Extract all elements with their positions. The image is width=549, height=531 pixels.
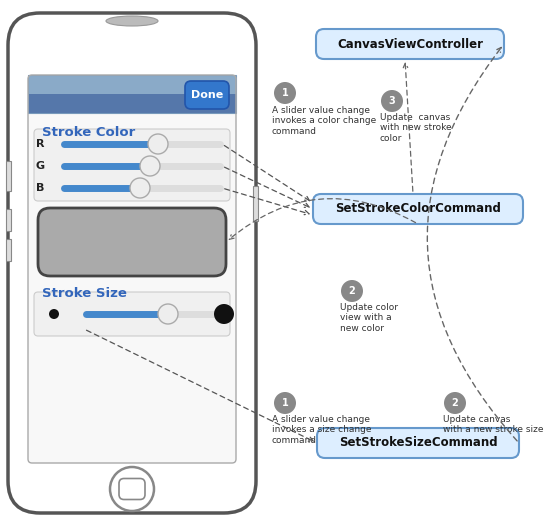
Text: CanvasViewController: CanvasViewController	[337, 38, 483, 50]
Text: Update color
view with a
new color: Update color view with a new color	[340, 303, 398, 333]
Circle shape	[49, 309, 59, 319]
Bar	[28, 94, 236, 113]
FancyArrowPatch shape	[427, 47, 517, 441]
Circle shape	[444, 392, 466, 414]
FancyBboxPatch shape	[313, 194, 523, 224]
Text: Stroke Color: Stroke Color	[42, 126, 135, 139]
Text: B: B	[36, 183, 44, 193]
Circle shape	[140, 156, 160, 176]
Text: SetStrokeSizeCommand: SetStrokeSizeCommand	[339, 436, 497, 450]
FancyBboxPatch shape	[38, 208, 226, 276]
FancyBboxPatch shape	[316, 29, 504, 59]
Text: 1: 1	[282, 88, 288, 98]
Text: R: R	[36, 139, 44, 149]
Text: SetStrokeColorCommand: SetStrokeColorCommand	[335, 202, 501, 216]
Circle shape	[274, 392, 296, 414]
FancyBboxPatch shape	[34, 129, 230, 201]
FancyBboxPatch shape	[185, 81, 229, 109]
Circle shape	[158, 304, 178, 324]
Circle shape	[341, 280, 363, 302]
FancyBboxPatch shape	[34, 292, 230, 336]
FancyBboxPatch shape	[119, 478, 145, 500]
Text: A slider value change
invokes a size change
command: A slider value change invokes a size cha…	[272, 415, 372, 445]
Circle shape	[274, 82, 296, 104]
Text: Update canvas
with a new stroke size: Update canvas with a new stroke size	[443, 415, 544, 434]
Text: 3: 3	[389, 96, 395, 106]
Text: Update  canvas
with new stroke
color: Update canvas with new stroke color	[380, 113, 452, 143]
Circle shape	[110, 467, 154, 511]
Text: G: G	[36, 161, 44, 171]
FancyBboxPatch shape	[8, 13, 256, 513]
Text: Stroke Size: Stroke Size	[42, 287, 127, 300]
Text: 2: 2	[452, 398, 458, 408]
Text: 1: 1	[282, 398, 288, 408]
Bar	[253, 186, 258, 221]
Circle shape	[214, 304, 234, 324]
Bar	[6, 161, 11, 191]
Text: Done: Done	[191, 90, 223, 100]
FancyBboxPatch shape	[317, 428, 519, 458]
Text: A slider value change
invokes a color change
command: A slider value change invokes a color ch…	[272, 106, 376, 136]
Circle shape	[148, 134, 168, 154]
Circle shape	[130, 178, 150, 198]
Bar	[28, 75, 236, 113]
Bar	[6, 239, 11, 261]
Ellipse shape	[106, 16, 158, 26]
Bar	[28, 75, 236, 94]
Bar	[28, 113, 236, 463]
Circle shape	[381, 90, 403, 112]
Bar	[6, 209, 11, 231]
Text: 2: 2	[349, 286, 355, 296]
